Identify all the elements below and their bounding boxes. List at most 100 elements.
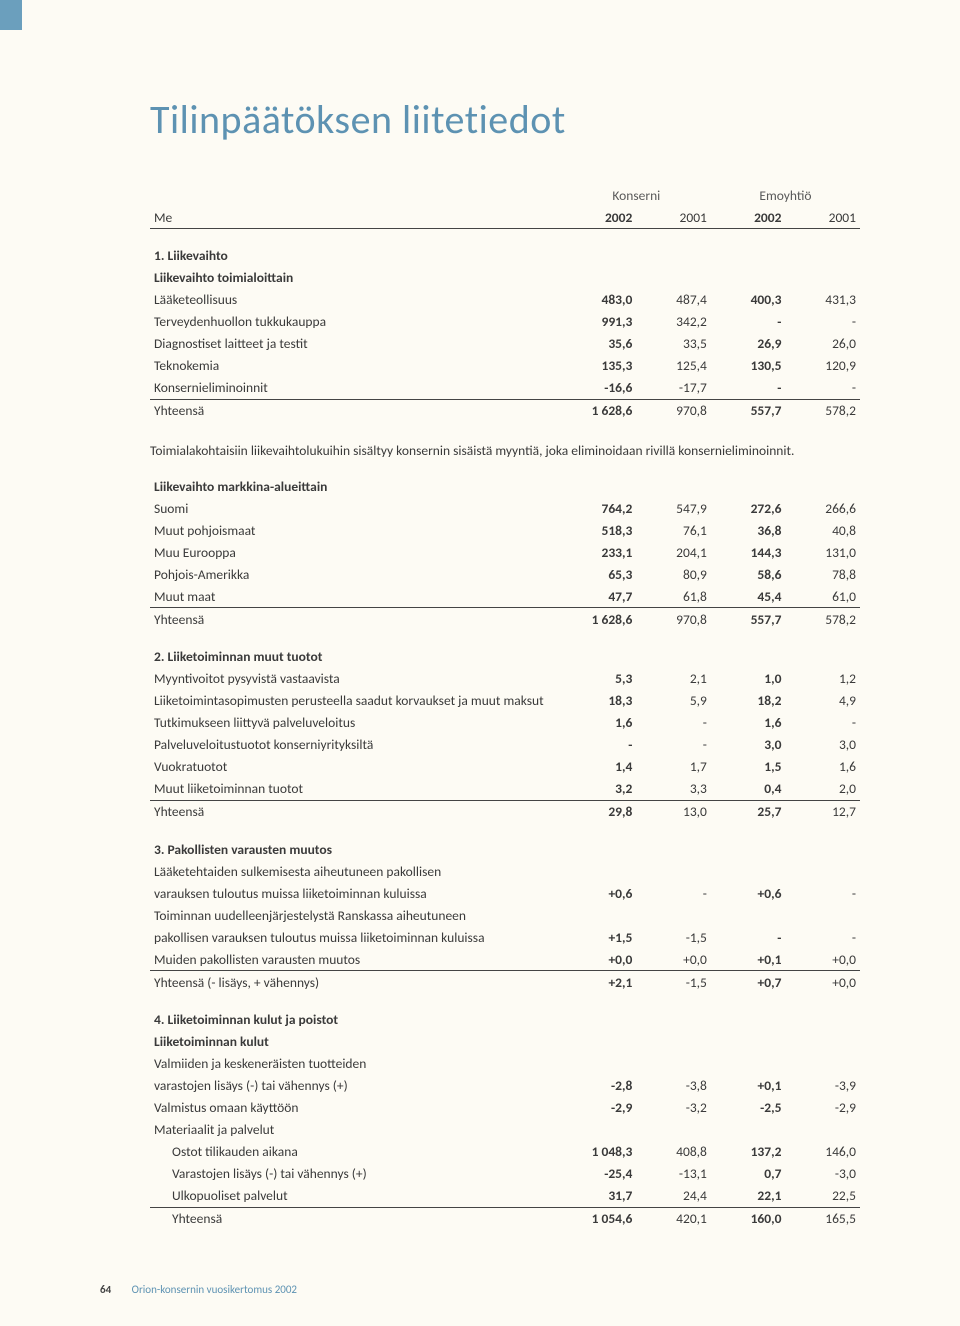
footer-text: Orion-konsernin vuosikertomus 2002 — [132, 1283, 297, 1296]
row-value: 78,8 — [785, 563, 860, 585]
row-label: Valmistus omaan käyttöön — [150, 1097, 562, 1119]
row-value: -3,9 — [785, 1075, 860, 1097]
row-label: Lääketehtaiden sulkemisesta aiheutuneen … — [150, 860, 562, 882]
section-title-cell: 4. Liiketoiminnan kulut ja poistot — [150, 993, 860, 1031]
col-konserni-2002: 2002 — [562, 206, 637, 229]
row-label: Varastojen lisäys (-) tai vähennys (+) — [150, 1163, 562, 1185]
page-title: Tilinpäätöksen liitetiedot — [150, 95, 860, 144]
row-value: 2,1 — [636, 668, 711, 690]
total-row: Yhteensä29,813,025,712,7 — [150, 800, 860, 823]
row-value: +0,0 — [785, 948, 860, 971]
row-value: 578,2 — [785, 608, 860, 631]
row-value: 1,5 — [711, 756, 786, 778]
row-value: 26,9 — [711, 333, 786, 355]
row-value: +0,6 — [711, 882, 786, 904]
row-value: 2,0 — [785, 778, 860, 801]
row-value: -3,8 — [636, 1075, 711, 1097]
row-value: 35,6 — [562, 333, 637, 355]
row-value: 130,5 — [711, 355, 786, 377]
row-value: -25,4 — [562, 1163, 637, 1185]
row-label: Toiminnan uudelleenjärjestelystä Ranskas… — [150, 904, 562, 926]
row-value: 13,0 — [636, 800, 711, 823]
table-row: Diagnostiset laitteet ja testit35,633,52… — [150, 333, 860, 355]
row-value: 137,2 — [711, 1141, 786, 1163]
row-value: 431,3 — [785, 289, 860, 311]
row-value: 76,1 — [636, 519, 711, 541]
row-label: Konsernieliminoinnit — [150, 377, 562, 400]
row-value: 18,2 — [711, 690, 786, 712]
row-value: -3,2 — [636, 1097, 711, 1119]
row-value: - — [562, 734, 637, 756]
row-value: 991,3 — [562, 311, 637, 333]
table-row: Muu Eurooppa233,1204,1144,3131,0 — [150, 541, 860, 563]
row-label: Yhteensä (- lisäys, + vähennys) — [150, 971, 562, 994]
row-label: Ostot tilikauden aikana — [150, 1141, 562, 1163]
row-label: Muut liiketoiminnan tuotot — [150, 778, 562, 801]
row-label: Materiaalit ja palvelut — [150, 1119, 562, 1141]
table-row: Teknokemia135,3125,4130,5120,9 — [150, 355, 860, 377]
section-4-sub1: Liiketoiminnan kulut — [150, 1031, 860, 1053]
row-value: -17,7 — [636, 377, 711, 400]
table-row: Toiminnan uudelleenjärjestelystä Ranskas… — [150, 904, 860, 926]
table-row: Konsernieliminoinnit-16,6-17,7-- — [150, 377, 860, 400]
row-label: varauksen tuloutus muissa liiketoiminnan… — [150, 882, 562, 904]
row-value — [636, 1119, 711, 1141]
row-value: 342,2 — [636, 311, 711, 333]
row-value: -2,5 — [711, 1097, 786, 1119]
table-row: Tutkimukseen liittyvä palveluveloitus1,6… — [150, 712, 860, 734]
section-1-title: 1. Liikevaihto — [150, 229, 860, 267]
row-value: 400,3 — [711, 289, 786, 311]
row-label: Ulkopuoliset palvelut — [150, 1185, 562, 1208]
section-title-cell: 3. Pakollisten varausten muutos — [150, 823, 860, 861]
row-value: 40,8 — [785, 519, 860, 541]
row-value: +0,0 — [636, 948, 711, 971]
total-row: Yhteensä1 628,6970,8557,7578,2 — [150, 608, 860, 631]
row-value: 80,9 — [636, 563, 711, 585]
row-value: 0,7 — [711, 1163, 786, 1185]
row-value: 487,4 — [636, 289, 711, 311]
row-value: - — [711, 926, 786, 948]
document-page: Tilinpäätöksen liitetiedot Konserni Emoy… — [0, 0, 960, 1326]
col-group-emoyhtio: Emoyhtiö — [711, 184, 860, 206]
note-text: Toimialakohtaisiin liikevaihtolukuihin s… — [150, 422, 860, 464]
row-value: +0,1 — [711, 948, 786, 971]
row-value: 135,3 — [562, 355, 637, 377]
table-row: Materiaalit ja palvelut — [150, 1119, 860, 1141]
row-value: 65,3 — [562, 563, 637, 585]
row-value: 1,4 — [562, 756, 637, 778]
row-value: 483,0 — [562, 289, 637, 311]
row-value: 272,6 — [711, 497, 786, 519]
row-value — [562, 1053, 637, 1075]
row-label: Liiketoimintasopimusten perusteella saad… — [150, 690, 562, 712]
row-value — [785, 1119, 860, 1141]
row-value — [711, 860, 786, 882]
row-value: - — [785, 311, 860, 333]
table-group-header: Konserni Emoyhtiö — [150, 184, 860, 206]
row-value: 1,6 — [562, 712, 637, 734]
table-row: Muut liiketoiminnan tuotot3,23,30,42,0 — [150, 778, 860, 801]
row-label: Teknokemia — [150, 355, 562, 377]
subsection-title-cell: Liikevaihto toimialoittain — [150, 267, 860, 289]
table-row: Lääketehtaiden sulkemisesta aiheutuneen … — [150, 860, 860, 882]
row-value: 160,0 — [711, 1207, 786, 1230]
row-value: 1 048,3 — [562, 1141, 637, 1163]
table-row: Muut pohjoismaat518,376,136,840,8 — [150, 519, 860, 541]
financial-table: Konserni Emoyhtiö Me 2002 2001 2002 2001… — [150, 184, 860, 1230]
col-me: Me — [150, 206, 562, 229]
total-row: Yhteensä1 054,6420,1160,0165,5 — [150, 1207, 860, 1230]
row-value: 36,8 — [711, 519, 786, 541]
row-value: 408,8 — [636, 1141, 711, 1163]
row-value: 22,1 — [711, 1185, 786, 1208]
row-value: 3,2 — [562, 778, 637, 801]
row-value: 4,9 — [785, 690, 860, 712]
row-value: - — [785, 377, 860, 400]
row-value — [785, 904, 860, 926]
row-value: - — [785, 926, 860, 948]
row-value: 12,7 — [785, 800, 860, 823]
row-label: pakollisen varauksen tuloutus muissa lii… — [150, 926, 562, 948]
row-value: 1,6 — [711, 712, 786, 734]
row-value: +0,7 — [711, 971, 786, 994]
row-value: 146,0 — [785, 1141, 860, 1163]
row-value: 1,6 — [785, 756, 860, 778]
row-value: 5,3 — [562, 668, 637, 690]
